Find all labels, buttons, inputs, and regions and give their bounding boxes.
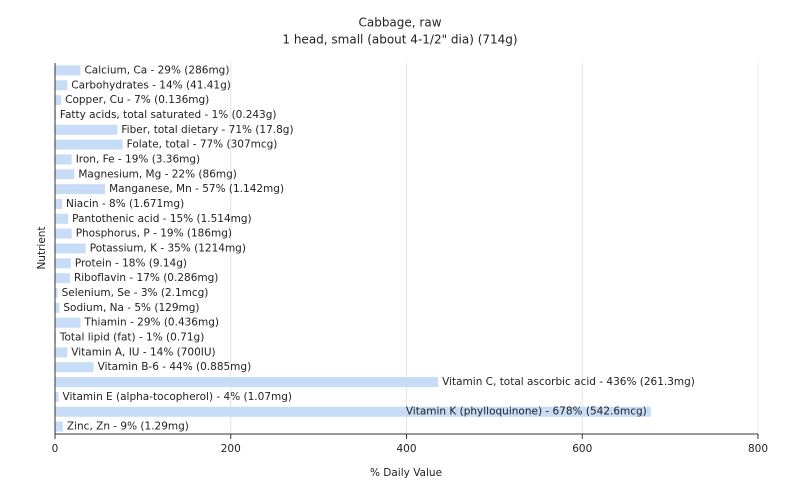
- bar: [55, 65, 81, 76]
- bar-label: Vitamin K (phylloquinone) - 678% (542.6m…: [406, 406, 647, 418]
- bar-label: Vitamin A, IU - 14% (700IU): [71, 346, 215, 358]
- bar-label: Fiber, total dietary - 71% (17.8g): [121, 124, 293, 136]
- chart-subtitle: 1 head, small (about 4-1/2" dia) (714g): [282, 33, 517, 47]
- bar-label: Copper, Cu - 7% (0.136mg): [65, 94, 209, 106]
- bar: [55, 317, 81, 328]
- bar-label: Vitamin B-6 - 44% (0.885mg): [98, 361, 252, 373]
- bar: [55, 406, 651, 417]
- bar-label: Zinc, Zn - 9% (1.29mg): [67, 421, 189, 433]
- x-tick-label: 200: [221, 443, 241, 455]
- bar: [55, 95, 62, 106]
- bar: [55, 169, 75, 180]
- bar: [55, 80, 68, 91]
- bar-label: Folate, total - 77% (307mcg): [127, 139, 278, 151]
- y-axis-title: Nutrient: [36, 226, 48, 269]
- bar: [55, 391, 59, 402]
- bar: [55, 273, 70, 284]
- bar-label: Niacin - 8% (1.671mg): [66, 198, 184, 210]
- bar: [55, 228, 72, 239]
- bar-label: Vitamin C, total ascorbic acid - 436% (2…: [442, 376, 695, 388]
- bar: [55, 258, 71, 269]
- x-tick-label: 400: [396, 443, 416, 455]
- x-axis-title: % Daily Value: [370, 467, 442, 479]
- x-tick-label: 800: [748, 443, 768, 455]
- bar-label: Magnesium, Mg - 22% (86mg): [78, 168, 237, 180]
- bar-label: Carbohydrates - 14% (41.41g): [71, 79, 231, 91]
- bar-label: Selenium, Se - 3% (2.1mcg): [62, 287, 209, 299]
- bar: [55, 302, 60, 313]
- bar: [55, 362, 94, 373]
- bar-label: Manganese, Mn - 57% (1.142mg): [109, 183, 284, 195]
- bar: [55, 288, 58, 299]
- bar-label: Fatty acids, total saturated - 1% (0.243…: [60, 109, 277, 121]
- bar: [55, 154, 72, 165]
- bar-label: Sodium, Na - 5% (129mg): [63, 302, 199, 314]
- bar-label: Riboflavin - 17% (0.286mg): [74, 272, 218, 284]
- bar-label: Total lipid (fat) - 1% (0.71g): [59, 332, 204, 344]
- bar: [55, 243, 86, 254]
- bar-label: Phosphorus, P - 19% (186mg): [76, 228, 232, 240]
- x-tick-label: 600: [572, 443, 592, 455]
- bar: [55, 124, 118, 135]
- bar: [55, 198, 63, 209]
- bar-label: Potassium, K - 35% (1214mg): [90, 243, 246, 255]
- bar: [55, 139, 123, 150]
- bar: [55, 421, 63, 432]
- bar-label: Vitamin E (alpha-tocopherol) - 4% (1.07m…: [63, 391, 293, 403]
- bar: [55, 213, 69, 224]
- bar-label: Calcium, Ca - 29% (286mg): [84, 64, 229, 76]
- bar-label: Iron, Fe - 19% (3.36mg): [76, 153, 200, 165]
- bar: [55, 377, 439, 388]
- chart-title: Cabbage, raw: [358, 16, 441, 30]
- bar: [55, 184, 106, 195]
- bar-label: Pantothenic acid - 15% (1.514mg): [72, 213, 251, 225]
- bar-label: Thiamin - 29% (0.436mg): [83, 317, 219, 329]
- x-tick-label: 0: [52, 443, 59, 455]
- bar: [55, 347, 68, 358]
- bar-label: Protein - 18% (9.14g): [75, 257, 187, 269]
